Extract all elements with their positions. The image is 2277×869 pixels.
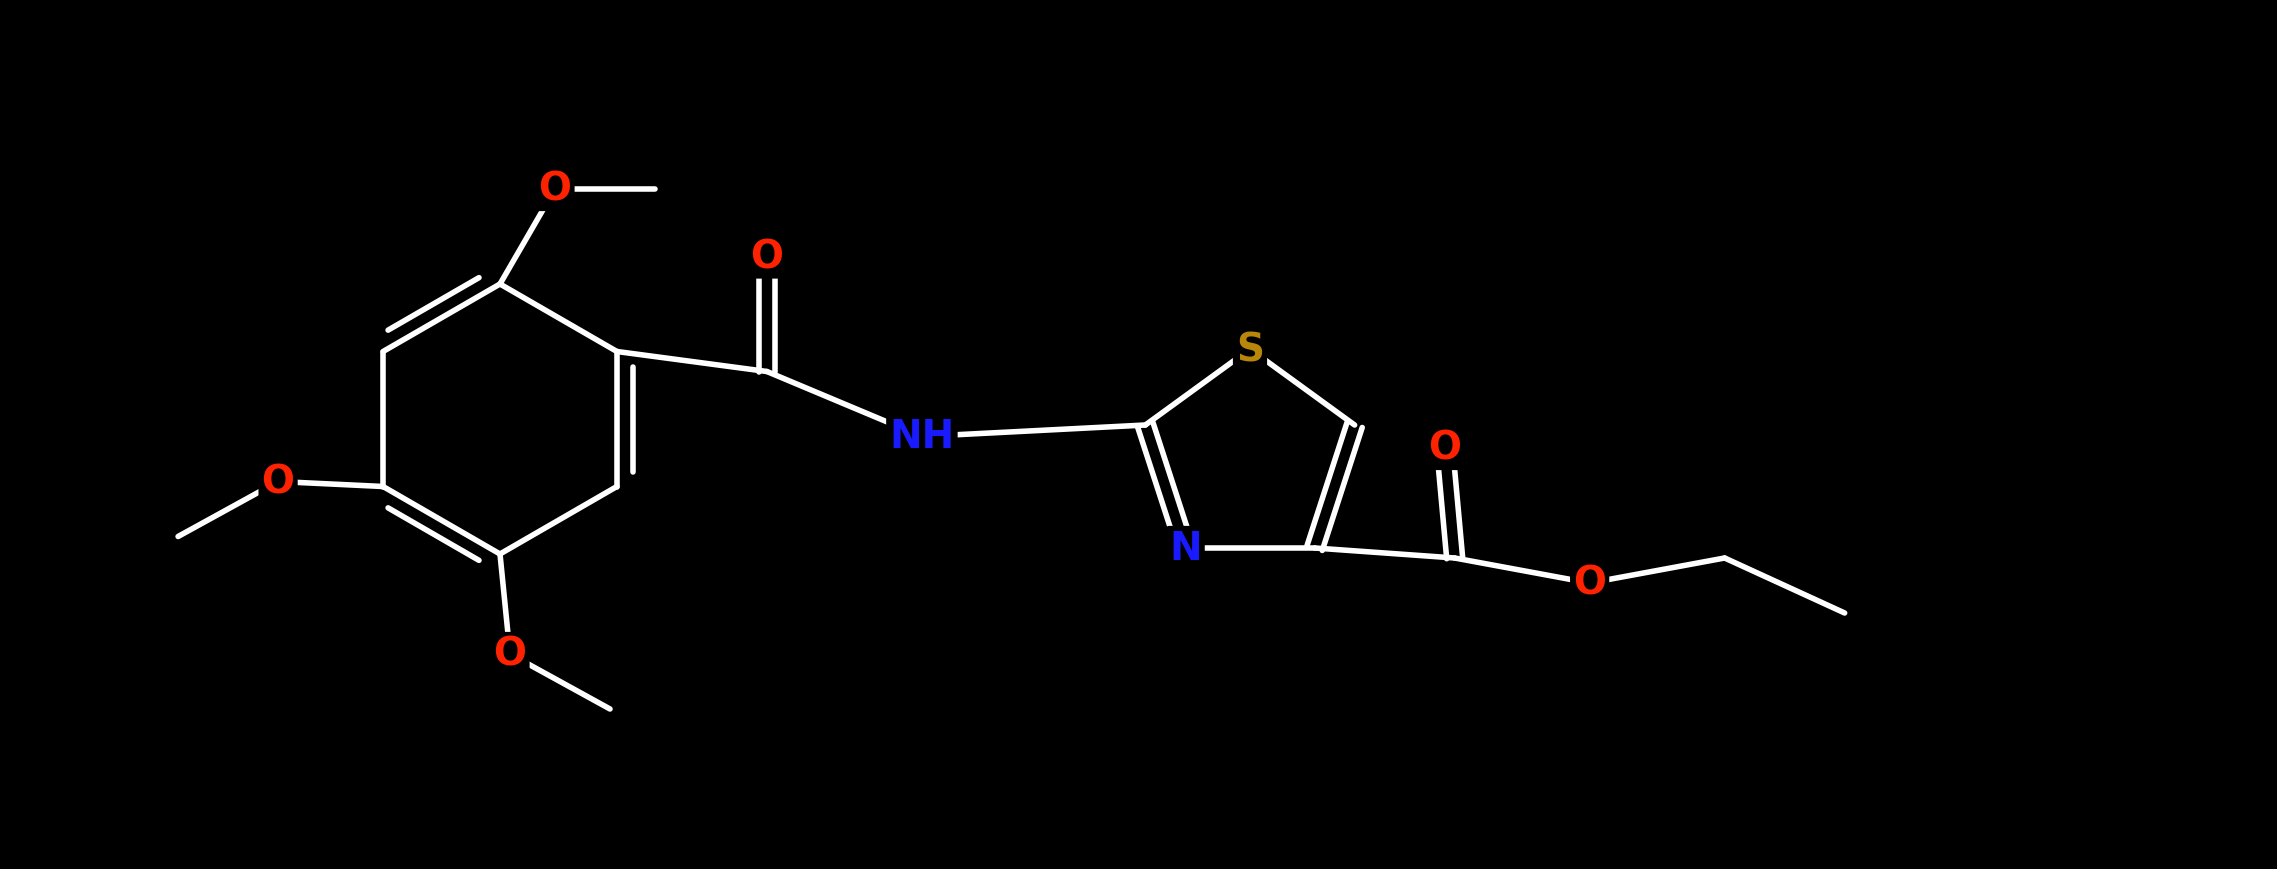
Text: O: O (262, 463, 294, 501)
Text: N: N (1168, 529, 1202, 567)
Text: S: S (1236, 330, 1264, 368)
Text: O: O (751, 238, 783, 276)
Text: NH: NH (890, 418, 954, 456)
Text: O: O (537, 171, 572, 209)
Text: O: O (494, 635, 526, 673)
Text: O: O (1573, 564, 1605, 602)
Text: O: O (1428, 429, 1462, 468)
